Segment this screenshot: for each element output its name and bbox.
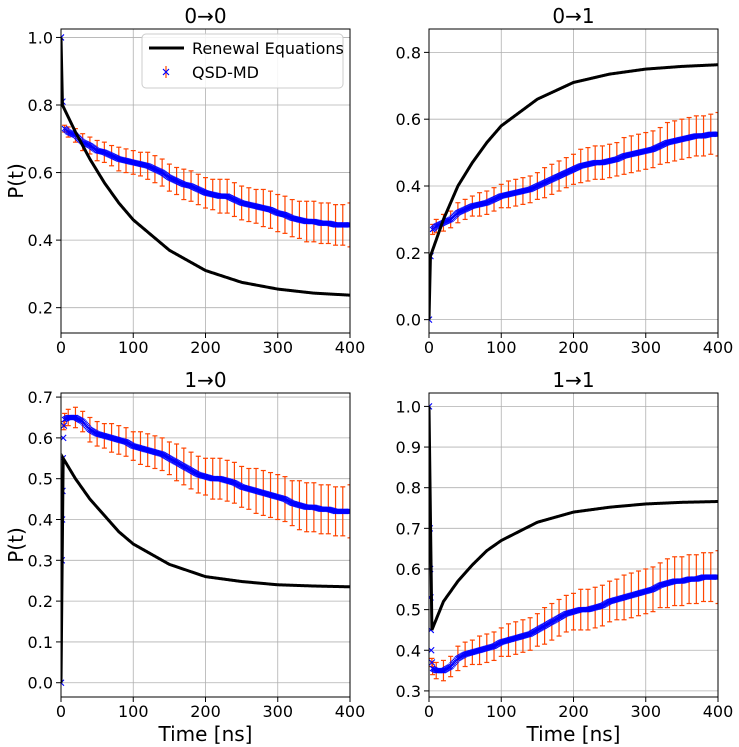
y-tick-label: 0.4 xyxy=(28,231,53,250)
panel-title: 1→1 xyxy=(552,368,594,392)
x-tick-label: 400 xyxy=(335,338,366,357)
x-tick-label: 100 xyxy=(118,338,149,357)
x-tick-label: 200 xyxy=(190,702,221,721)
x-tick-label: 300 xyxy=(630,338,661,357)
x-tick-label: 0 xyxy=(56,338,66,357)
panel-1: 0 100 200 300 400 0.2 0.4 0.6 0.8 1.0 0→0 P(t) Renew… xyxy=(4,4,365,357)
y-tick-label: 0.6 xyxy=(28,164,53,183)
y-tick-label: 0.8 xyxy=(396,479,421,498)
x-tick-label: 200 xyxy=(558,702,589,721)
qsd-md-markers xyxy=(429,403,718,674)
x-axis-label: Time [ns] xyxy=(525,722,620,746)
data-point xyxy=(712,131,718,138)
y-axis-label: P(t) xyxy=(4,163,28,199)
data-point xyxy=(61,422,68,430)
renewal-equations-line xyxy=(61,452,350,683)
data-point xyxy=(345,222,350,228)
y-tick-label: 0.7 xyxy=(396,519,421,538)
x-axis-label: Time [ns] xyxy=(157,722,252,746)
data-point xyxy=(344,508,350,515)
x-tick-label: 0 xyxy=(424,702,434,721)
y-tick-label: 0.4 xyxy=(396,641,421,660)
x-tick-label: 0 xyxy=(424,338,434,357)
qsd-md-markers xyxy=(429,131,718,324)
x-tick-label: 400 xyxy=(703,338,734,357)
plot-area xyxy=(61,406,350,687)
panel-2: 0 100 200 300 400 0.0 0.2 0.4 0.6 0.8 0→1 xyxy=(396,4,734,357)
x-tick-label: 200 xyxy=(190,338,221,357)
data-point xyxy=(429,659,436,666)
data-point xyxy=(344,222,350,228)
y-tick-label: 0.3 xyxy=(28,551,53,570)
x-tick-label: 300 xyxy=(630,702,661,721)
panel-title: 1→0 xyxy=(184,368,226,392)
y-axis-label: P(t) xyxy=(4,527,28,563)
x-tick-label: 300 xyxy=(262,338,293,357)
y-tick-label: 0.3 xyxy=(396,682,421,701)
y-tick-label: 0.0 xyxy=(28,674,53,693)
legend: Renewal Equations QSD-MD xyxy=(141,33,344,89)
legend-label-qsd: QSD-MD xyxy=(192,63,259,82)
y-tick-label: 1.0 xyxy=(28,28,53,47)
y-tick-label: 0.6 xyxy=(396,110,421,129)
y-tick-label: 0.6 xyxy=(28,429,53,448)
plot-area xyxy=(429,63,718,324)
y-tick-label: 0.5 xyxy=(28,470,53,489)
data-point xyxy=(713,131,718,138)
legend-box xyxy=(141,33,344,89)
y-tick-label: 0.2 xyxy=(396,244,421,263)
panel-title: 0→0 xyxy=(184,4,226,28)
renewal-equations-line xyxy=(429,406,718,631)
data-point xyxy=(712,574,718,580)
y-tick-label: 0.8 xyxy=(28,96,53,115)
y-tick-label: 0.0 xyxy=(396,311,421,330)
x-tick-label: 100 xyxy=(486,338,517,357)
x-tick-label: 0 xyxy=(56,702,66,721)
data-point xyxy=(61,34,65,41)
x-tick-label: 400 xyxy=(335,702,366,721)
data-point xyxy=(429,316,433,324)
y-tick-label: 1.0 xyxy=(396,397,421,416)
qsd-md-markers xyxy=(61,414,350,687)
x-tick-label: 100 xyxy=(118,702,149,721)
panel-title: 0→1 xyxy=(552,4,594,28)
data-point xyxy=(345,508,350,515)
data-point xyxy=(61,679,65,687)
plot-area xyxy=(61,34,350,297)
y-tick-label: 0.4 xyxy=(396,177,421,196)
qsd-md-errorbars xyxy=(430,111,718,236)
x-tick-label: 100 xyxy=(486,702,517,721)
qsd-md-errorbars xyxy=(429,550,718,682)
y-tick-label: 0.6 xyxy=(396,560,421,579)
y-tick-label: 0.2 xyxy=(28,299,53,318)
y-tick-label: 0.4 xyxy=(28,510,53,529)
data-point xyxy=(429,403,433,410)
x-tick-label: 400 xyxy=(703,702,734,721)
y-tick-label: 0.1 xyxy=(28,633,53,652)
legend-label-renewal: Renewal Equations xyxy=(192,39,344,58)
plot-area xyxy=(429,403,718,682)
y-tick-label: 0.7 xyxy=(28,388,53,407)
renewal-equations-line xyxy=(61,37,350,297)
data-point xyxy=(713,574,718,580)
y-tick-label: 0.9 xyxy=(396,438,421,457)
y-tick-label: 0.5 xyxy=(396,601,421,620)
x-tick-label: 200 xyxy=(558,338,589,357)
panel-3: 0 100 200 300 400 0.0 0.1 0.2 0.3 0.4 0.5 0.6 0.7 1→0… xyxy=(4,368,365,746)
qsd-md-errorbars xyxy=(62,124,350,248)
x-tick-label: 300 xyxy=(262,702,293,721)
y-tick-label: 0.2 xyxy=(28,592,53,611)
qsd-md-errorbars xyxy=(61,406,350,539)
legend-marker-swatch xyxy=(162,68,170,76)
renewal-equations-line xyxy=(429,63,718,320)
panel-4: 0 100 200 300 400 0.3 0.4 0.5 0.6 0.7 0.8 0.9 1.0 1→1… xyxy=(396,368,734,746)
y-tick-label: 0.8 xyxy=(396,43,421,62)
